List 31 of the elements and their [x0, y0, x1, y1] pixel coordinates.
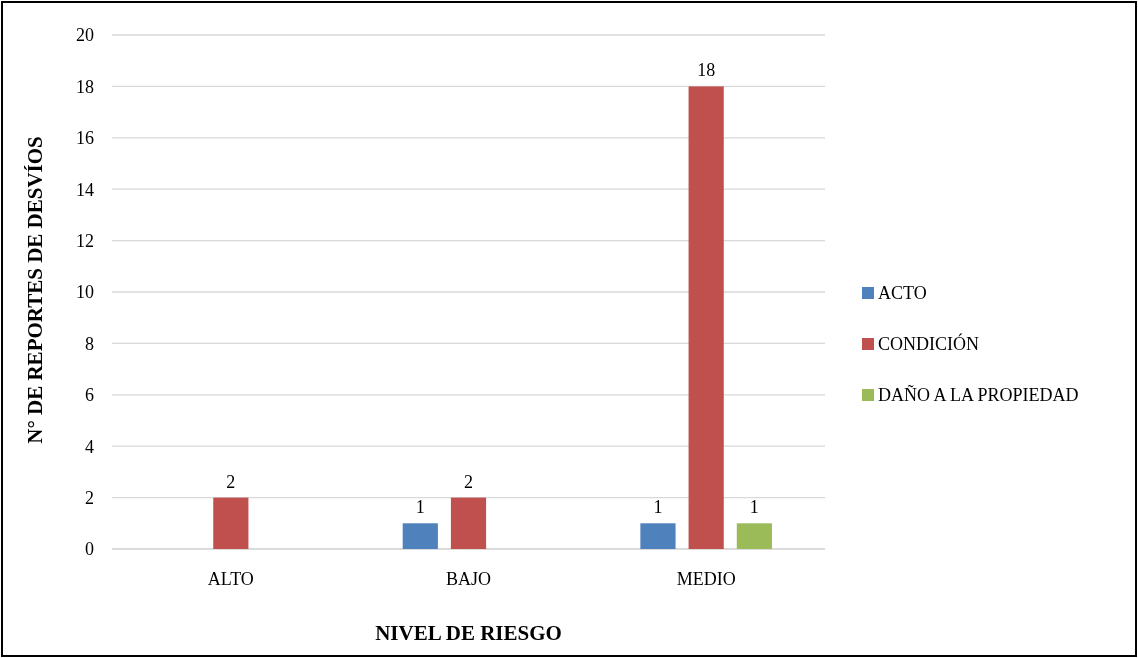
bar [736, 523, 772, 549]
y-tick-label: 16 [76, 128, 94, 149]
y-tick-label: 20 [76, 25, 94, 46]
y-tick-label: 12 [76, 230, 94, 251]
data-label: 2 [226, 471, 236, 492]
bar [213, 497, 249, 549]
legend-label: DAÑO A LA PROPIEDAD [878, 384, 1079, 406]
data-label: 1 [415, 497, 425, 518]
bar [450, 497, 487, 549]
y-tick-label: 2 [85, 487, 94, 508]
y-tick-label: 6 [85, 385, 94, 406]
x-axis-title: NIVEL DE RIESGO [375, 621, 562, 645]
data-label: 18 [697, 60, 716, 81]
data-label: 1 [749, 497, 759, 518]
y-tick-label: 18 [76, 76, 94, 97]
y-tick-label: 14 [76, 179, 94, 200]
y-tick-label: 8 [85, 333, 94, 354]
x-tick-label: MEDIO [676, 569, 736, 589]
data-label: 1 [653, 497, 663, 518]
x-tick-label: ALTO [207, 569, 254, 589]
bar [640, 523, 676, 549]
legend-label: CONDICIÓN [878, 333, 979, 355]
y-tick-label: 4 [85, 436, 94, 457]
x-tick-label: BAJO [445, 569, 492, 589]
legend-label: ACTO [878, 283, 927, 304]
data-label: 2 [464, 471, 473, 492]
y-tick-label: 0 [85, 539, 94, 560]
bar [402, 523, 438, 549]
y-axis-title: N° DE REPORTES DE DESVÍOS [23, 136, 47, 444]
bar [688, 86, 724, 549]
y-tick-label: 10 [76, 282, 94, 303]
